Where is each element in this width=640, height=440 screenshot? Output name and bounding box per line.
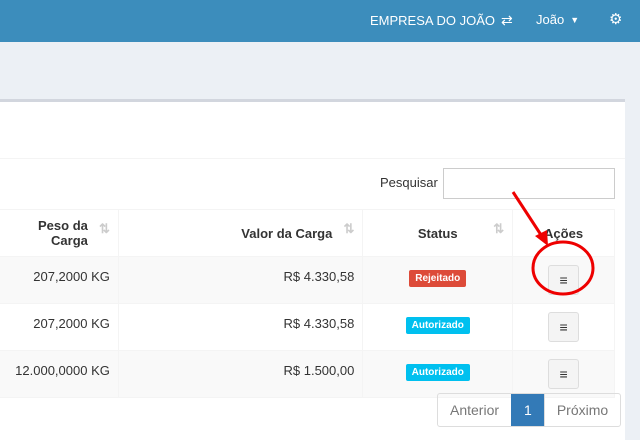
- next-page-button[interactable]: Próximo: [543, 394, 620, 426]
- status-badge: Autorizado: [405, 317, 470, 334]
- cell-peso: 207,2000 KG: [0, 256, 119, 304]
- actions-menu-button[interactable]: ≡: [548, 265, 580, 295]
- table-row: 12.000,0000 KG R$ 1.500,00 Autorizado ≡: [0, 350, 615, 398]
- exchange-icon: ⇄: [500, 12, 513, 28]
- header-acoes: Ações: [512, 209, 615, 257]
- sort-icon: ⇅: [98, 221, 110, 236]
- actions-menu-button[interactable]: ≡: [548, 312, 580, 342]
- cell-valor: R$ 4.330,58: [117, 303, 364, 351]
- status-badge: Autorizado: [405, 364, 470, 381]
- page-1-button[interactable]: 1: [511, 394, 544, 426]
- header-label: Ações: [544, 225, 584, 241]
- pagination: Anterior 1 Próximo: [437, 393, 622, 427]
- cell-acoes: ≡: [512, 256, 615, 304]
- cell-acoes: ≡: [512, 350, 615, 398]
- cell-status: Rejeitado: [362, 256, 514, 304]
- cell-acoes: ≡: [512, 303, 615, 351]
- divider: [0, 158, 625, 159]
- header-status[interactable]: Status ⇅: [362, 209, 514, 257]
- menu-icon: ≡: [559, 319, 568, 335]
- sort-icon: ⇅: [493, 221, 505, 236]
- caret-down-icon: ▼: [570, 14, 580, 25]
- menu-icon: ≡: [559, 272, 568, 288]
- menu-icon: ≡: [559, 366, 568, 382]
- cell-status: Autorizado: [362, 350, 514, 398]
- status-badge: Rejeitado: [409, 270, 467, 287]
- sort-icon: ⇅: [343, 221, 355, 236]
- user-name: João: [536, 12, 565, 27]
- table-row: 207,2000 KG R$ 4.330,58 Autorizado ≡: [0, 303, 615, 351]
- content-box: Pesquisar Peso da Carga ⇅ Valor da Carga ⇅…: [0, 99, 625, 440]
- search-input[interactable]: [443, 168, 615, 199]
- header-peso[interactable]: Peso da Carga ⇅: [0, 209, 119, 257]
- cell-status: Autorizado: [362, 303, 514, 351]
- company-switcher[interactable]: EMPRESA DO JOÃO ⇄: [370, 12, 513, 29]
- header-label: Status: [417, 225, 458, 241]
- cell-valor: R$ 1.500,00: [117, 350, 364, 398]
- top-navbar: EMPRESA DO JOÃO ⇄ João ▼ ⚙: [0, 0, 640, 42]
- actions-menu-button[interactable]: ≡: [548, 359, 580, 389]
- prev-page-button[interactable]: Anterior: [450, 402, 500, 418]
- cell-peso: 207,2000 KG: [0, 303, 119, 351]
- cogs-icon[interactable]: ⚙: [609, 11, 623, 28]
- header-valor[interactable]: Valor da Carga ⇅: [117, 209, 364, 257]
- company-name: EMPRESA DO JOÃO: [370, 13, 495, 28]
- cell-peso: 12.000,0000 KG: [0, 350, 119, 398]
- data-table: Peso da Carga ⇅ Valor da Carga ⇅ Status ⇅ A…: [0, 209, 615, 398]
- header-label: Peso da Carga: [38, 218, 88, 248]
- header-label: Valor da Carga: [241, 225, 333, 241]
- user-menu[interactable]: João ▼: [536, 12, 579, 27]
- search-label: Pesquisar: [380, 175, 438, 190]
- cell-valor: R$ 4.330,58: [117, 256, 364, 304]
- table-row: 207,2000 KG R$ 4.330,58 Rejeitado ≡: [0, 256, 615, 304]
